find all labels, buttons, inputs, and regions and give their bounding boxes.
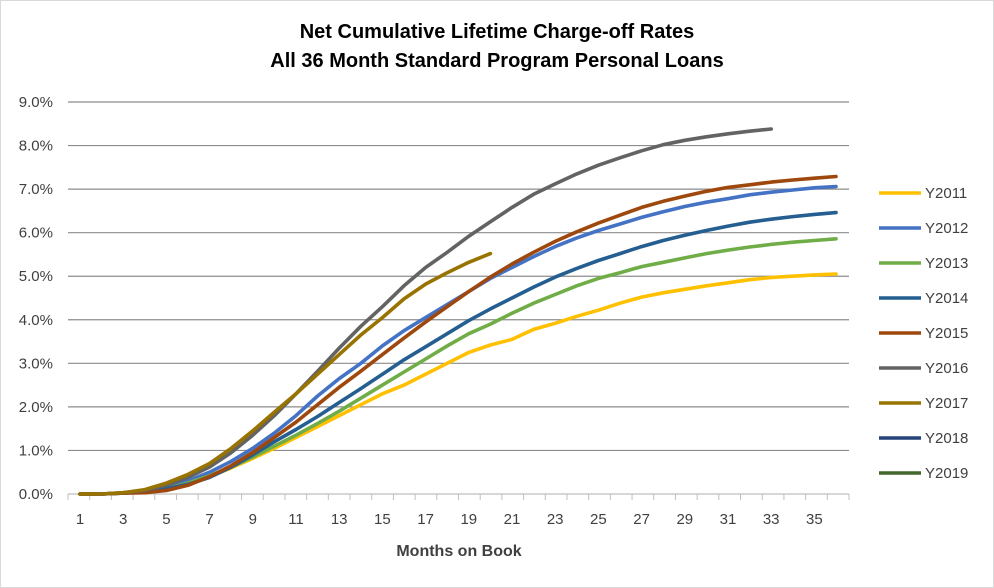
chart-title-line1: Net Cumulative Lifetime Charge-off Rates <box>299 21 695 43</box>
y-tick-label: 7.0% <box>19 181 53 198</box>
x-axis-label: Months on Book <box>396 543 521 560</box>
x-tick-label: 25 <box>590 511 607 528</box>
series-line-y2013 <box>78 237 838 496</box>
x-axis <box>67 493 850 500</box>
x-tick-label: 7 <box>205 511 213 528</box>
legend-label: Y2017 <box>925 395 968 412</box>
legend-label: Y2011 <box>925 185 967 202</box>
x-tick-label: 5 <box>162 511 170 528</box>
legend-item-y2018: Y2018 <box>879 430 968 447</box>
legend-item-y2019: Y2019 <box>879 465 968 482</box>
legend-label: Y2019 <box>925 465 968 482</box>
y-tick-label: 3.0% <box>19 355 53 372</box>
legend-item-y2017: Y2017 <box>879 395 968 412</box>
legend-label: Y2013 <box>925 255 968 272</box>
x-tick-label: 27 <box>633 511 650 528</box>
x-axis-ticks: 1 3 5 7 9 11 13 15 17 19 21 23 25 27 29 31 33 35 <box>76 511 823 528</box>
x-tick-label: 11 <box>288 511 304 528</box>
y-tick-label: 6.0% <box>19 225 53 242</box>
y-tick-label: 9.0% <box>19 94 53 111</box>
x-tick-label: 17 <box>417 511 434 528</box>
x-tick-label: 23 <box>547 511 564 528</box>
x-tick-label: 21 <box>504 511 521 528</box>
legend-item-y2016: Y2016 <box>879 360 968 377</box>
x-tick-label: 1 <box>76 511 84 528</box>
series-line-y2017 <box>78 251 493 496</box>
legend-item-y2011: Y2011 <box>879 185 967 202</box>
series-line-y2015 <box>78 174 838 496</box>
y-tick-label: 4.0% <box>19 312 53 329</box>
legend-label: Y2018 <box>925 430 968 447</box>
y-axis-ticks: 0.0% 1.0% 2.0% 3.0% 4.0% 5.0% 6.0% 7.0% 8.0% 9.0% <box>19 94 53 503</box>
y-tick-label: 2.0% <box>19 399 53 416</box>
chart-title-line2: All 36 Month Standard Program Personal L… <box>270 50 724 72</box>
x-tick-label: 13 <box>331 511 348 528</box>
series-lines <box>78 127 838 496</box>
x-tick-label: 29 <box>676 511 693 528</box>
legend-item-y2012: Y2012 <box>879 220 968 237</box>
legend-item-y2014: Y2014 <box>879 290 968 307</box>
y-tick-label: 5.0% <box>19 268 53 285</box>
gridlines <box>68 101 849 452</box>
x-tick-label: 3 <box>119 511 127 528</box>
legend-item-y2013: Y2013 <box>879 255 968 272</box>
y-tick-label: 0.0% <box>19 486 53 503</box>
x-tick-label: 35 <box>806 511 823 528</box>
series-line-y2014 <box>78 210 838 496</box>
x-tick-label: 9 <box>249 511 257 528</box>
x-tick-label: 15 <box>374 511 391 528</box>
chart-title: Net Cumulative Lifetime Charge-off Rates… <box>0 18 994 76</box>
legend-item-y2015: Y2015 <box>879 325 968 342</box>
y-tick-label: 1.0% <box>19 442 53 459</box>
legend-label: Y2016 <box>925 360 968 377</box>
legend-label: Y2014 <box>925 290 968 307</box>
y-tick-label: 8.0% <box>19 138 53 155</box>
x-tick-label: 19 <box>460 511 477 528</box>
legend-label: Y2012 <box>925 220 968 237</box>
series-line-y2011 <box>78 272 838 496</box>
x-tick-label: 31 <box>720 511 737 528</box>
legend-label: Y2015 <box>925 325 968 342</box>
x-tick-label: 33 <box>763 511 780 528</box>
series-line-y2016 <box>78 127 774 496</box>
legend: Y2011 Y2012 Y2013 Y2014 Y2015 Y2016 Y2017 Y2018… <box>879 185 968 482</box>
